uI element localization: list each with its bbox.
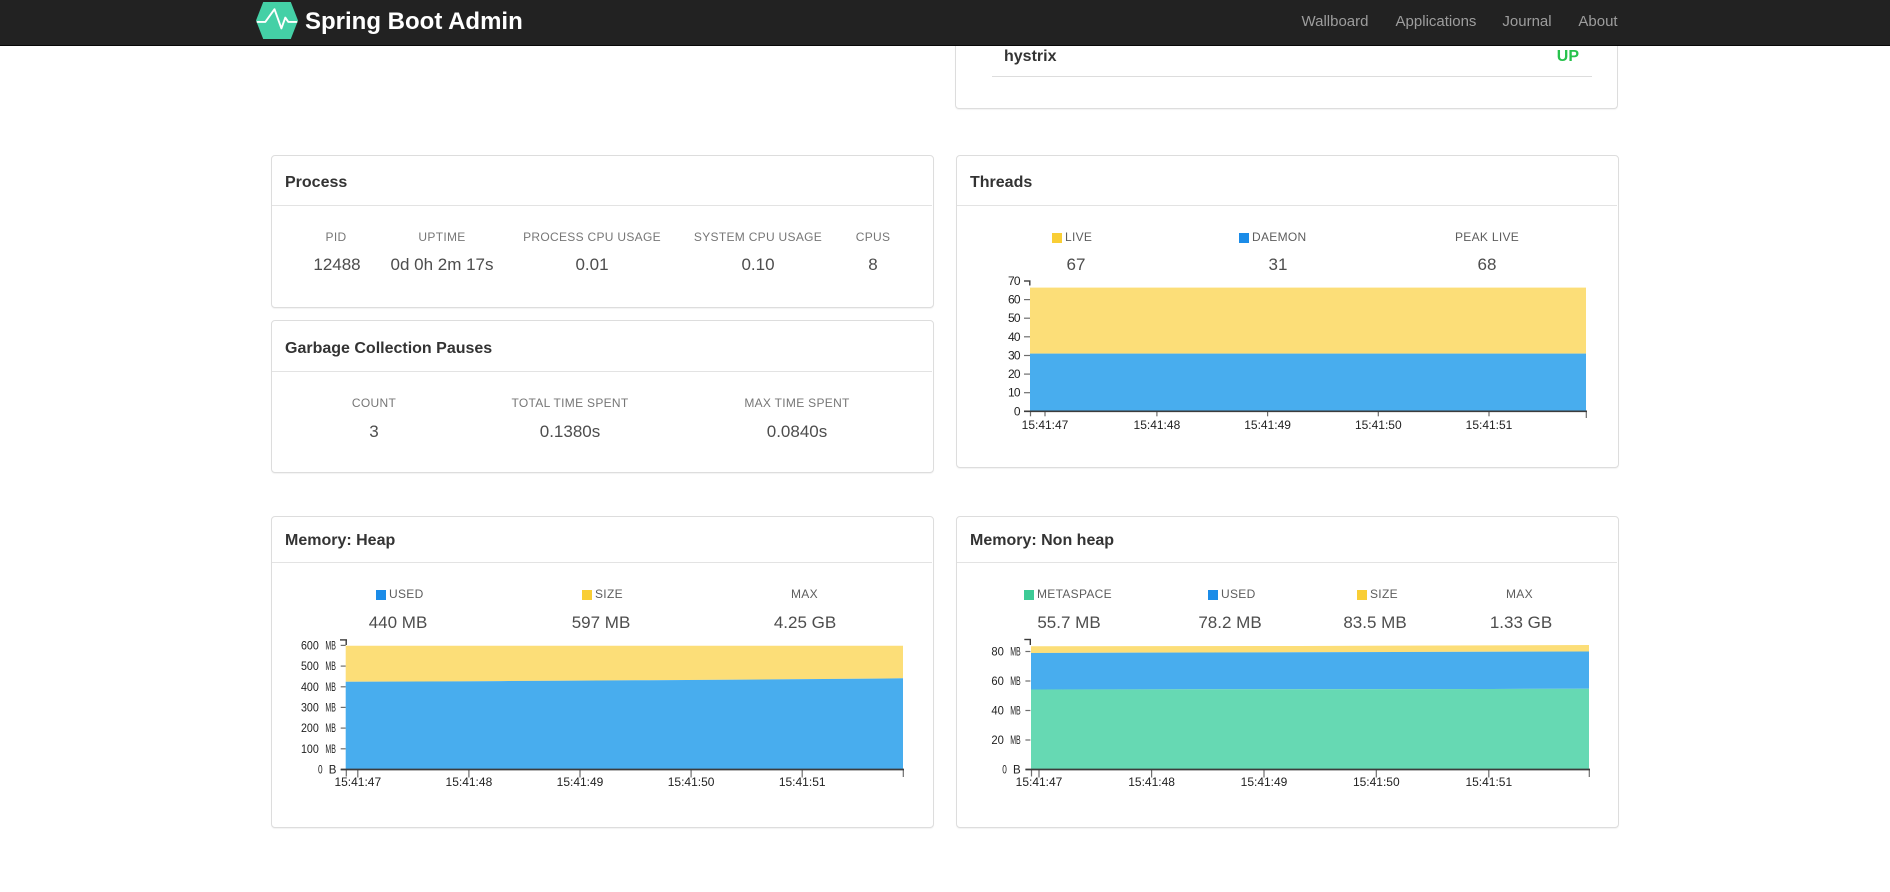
svg-text:15:41:48: 15:41:48 bbox=[446, 775, 493, 789]
svg-text:60: 60 bbox=[1008, 293, 1021, 307]
svg-text:15:41:48: 15:41:48 bbox=[1128, 775, 1175, 789]
svg-text:15:41:47: 15:41:47 bbox=[1016, 775, 1063, 789]
svg-text:15:41:50: 15:41:50 bbox=[1353, 775, 1400, 789]
svg-text:30: 30 bbox=[1008, 349, 1021, 363]
svg-text:0: 0 bbox=[1014, 404, 1021, 418]
svg-text:15:41:47: 15:41:47 bbox=[1022, 418, 1069, 432]
svg-text:15:41:48: 15:41:48 bbox=[1134, 418, 1181, 432]
svg-text:15:41:49: 15:41:49 bbox=[1244, 418, 1291, 432]
svg-text:70: 70 bbox=[1008, 274, 1021, 288]
svg-text:15:41:50: 15:41:50 bbox=[1355, 418, 1402, 432]
svg-text:10: 10 bbox=[1008, 386, 1021, 400]
svg-text:15:41:51: 15:41:51 bbox=[1465, 775, 1512, 789]
svg-text:15:41:49: 15:41:49 bbox=[557, 775, 604, 789]
svg-text:15:41:47: 15:41:47 bbox=[334, 775, 381, 789]
svg-text:15:41:51: 15:41:51 bbox=[1466, 418, 1513, 432]
svg-text:40: 40 bbox=[1008, 330, 1021, 344]
svg-text:0B: 0B bbox=[1002, 763, 1021, 777]
svg-text:50: 50 bbox=[1008, 311, 1021, 325]
svg-text:15:41:51: 15:41:51 bbox=[779, 775, 826, 789]
svg-text:0B: 0B bbox=[318, 763, 337, 777]
svg-text:20: 20 bbox=[1008, 367, 1021, 381]
svg-text:15:41:50: 15:41:50 bbox=[668, 775, 715, 789]
svg-text:15:41:49: 15:41:49 bbox=[1241, 775, 1288, 789]
